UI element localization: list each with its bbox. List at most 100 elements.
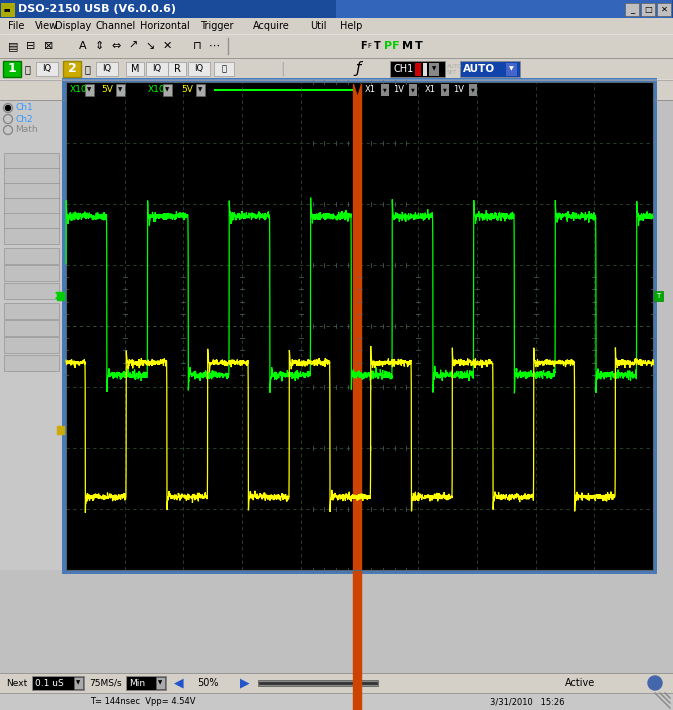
Bar bbox=[4, 283, 59, 299]
Bar bbox=[0, 34, 673, 58]
Text: _: _ bbox=[630, 5, 634, 14]
Text: IQ: IQ bbox=[102, 65, 112, 74]
Text: ▼: ▼ bbox=[471, 87, 475, 92]
Text: 1V: 1V bbox=[393, 85, 404, 94]
Bar bbox=[66, 82, 653, 570]
Text: AUTO: AUTO bbox=[463, 64, 495, 74]
Bar bbox=[213, 84, 355, 96]
Text: ⇕: ⇕ bbox=[94, 41, 104, 51]
Bar bbox=[657, 3, 671, 16]
Bar bbox=[188, 62, 210, 76]
Text: Math: Math bbox=[15, 126, 38, 134]
Bar bbox=[390, 83, 412, 97]
Text: AUTO: AUTO bbox=[447, 63, 462, 68]
Text: SET: SET bbox=[447, 70, 457, 75]
Bar bbox=[96, 62, 118, 76]
Text: 〜: 〜 bbox=[25, 64, 31, 74]
Text: Ch1: Ch1 bbox=[15, 104, 33, 112]
Text: ⊟: ⊟ bbox=[26, 41, 36, 51]
Bar bbox=[4, 213, 59, 229]
Bar bbox=[4, 337, 59, 353]
Text: X10: X10 bbox=[148, 85, 166, 94]
Text: 75MS/s: 75MS/s bbox=[89, 679, 122, 687]
Bar bbox=[178, 83, 206, 97]
Bar bbox=[32, 676, 84, 690]
Text: Channel: Channel bbox=[95, 21, 135, 31]
Text: Ch2: Ch2 bbox=[15, 114, 32, 124]
Bar bbox=[85, 84, 94, 96]
Circle shape bbox=[5, 116, 11, 121]
Text: ⇔: ⇔ bbox=[111, 41, 120, 51]
Bar bbox=[74, 677, 83, 689]
Text: CH1: CH1 bbox=[393, 64, 413, 74]
Bar bbox=[3, 61, 21, 77]
Bar bbox=[116, 84, 125, 96]
Text: ◀: ◀ bbox=[174, 677, 184, 689]
Bar bbox=[126, 676, 166, 690]
Bar bbox=[107, 37, 125, 55]
Text: DSO-2150 USB (V6.0.0.6): DSO-2150 USB (V6.0.0.6) bbox=[18, 4, 176, 14]
Bar bbox=[67, 83, 95, 97]
Text: ⊓: ⊓ bbox=[192, 41, 201, 51]
Bar bbox=[90, 37, 108, 55]
Text: ▶: ▶ bbox=[240, 677, 250, 689]
Text: ▼: ▼ bbox=[158, 680, 163, 685]
Bar bbox=[450, 83, 472, 97]
Bar bbox=[336, 0, 672, 18]
Text: ✕: ✕ bbox=[162, 41, 172, 51]
Text: 🔍: 🔍 bbox=[221, 65, 227, 74]
Bar bbox=[4, 183, 59, 199]
Bar bbox=[0, 673, 673, 693]
Bar bbox=[1, 3, 15, 17]
Text: F: F bbox=[360, 41, 367, 51]
Bar bbox=[381, 84, 389, 96]
Text: Util: Util bbox=[310, 21, 326, 31]
Text: Horizontal: Horizontal bbox=[140, 21, 190, 31]
Bar bbox=[124, 37, 142, 55]
Bar bbox=[0, 693, 673, 710]
Text: ƒ: ƒ bbox=[355, 62, 360, 77]
Bar bbox=[469, 84, 477, 96]
Text: ⋯: ⋯ bbox=[209, 41, 219, 51]
Text: ▼: ▼ bbox=[383, 87, 387, 92]
Text: R: R bbox=[174, 64, 180, 74]
Bar bbox=[214, 62, 234, 76]
Text: 5V: 5V bbox=[181, 85, 193, 94]
Bar bbox=[22, 37, 40, 55]
Text: 1V: 1V bbox=[453, 85, 464, 94]
Bar bbox=[441, 84, 449, 96]
Text: ✕: ✕ bbox=[660, 5, 668, 14]
Bar bbox=[36, 62, 58, 76]
Text: View: View bbox=[35, 21, 58, 31]
Bar bbox=[188, 37, 206, 55]
Bar bbox=[141, 37, 159, 55]
Bar bbox=[0, 80, 673, 100]
Bar bbox=[258, 680, 378, 686]
Bar bbox=[168, 62, 186, 76]
Text: T: T bbox=[415, 41, 423, 51]
Text: Help: Help bbox=[340, 21, 362, 31]
Bar bbox=[0, 58, 673, 80]
Bar bbox=[145, 83, 173, 97]
Bar bbox=[66, 82, 653, 570]
Bar bbox=[156, 677, 165, 689]
Bar bbox=[146, 62, 168, 76]
Text: |: | bbox=[280, 62, 285, 76]
Bar bbox=[4, 248, 59, 264]
Bar bbox=[4, 153, 59, 169]
Text: 3/31/2010   15:26: 3/31/2010 15:26 bbox=[490, 697, 565, 706]
Text: Display: Display bbox=[55, 21, 92, 31]
Bar bbox=[625, 3, 639, 16]
Text: M: M bbox=[131, 64, 139, 74]
Text: X10: X10 bbox=[70, 85, 87, 94]
Text: 0.1 uS: 0.1 uS bbox=[35, 679, 64, 687]
Text: T= 144nsec  Vpp= 4.54V: T= 144nsec Vpp= 4.54V bbox=[90, 697, 195, 706]
Text: ▼: ▼ bbox=[411, 87, 415, 92]
Bar bbox=[126, 62, 144, 76]
Text: ▼: ▼ bbox=[432, 67, 436, 72]
Text: □: □ bbox=[644, 5, 652, 14]
Bar bbox=[654, 290, 663, 300]
Text: ▼: ▼ bbox=[76, 680, 81, 685]
Bar bbox=[158, 37, 176, 55]
Text: 〜: 〜 bbox=[85, 64, 91, 74]
